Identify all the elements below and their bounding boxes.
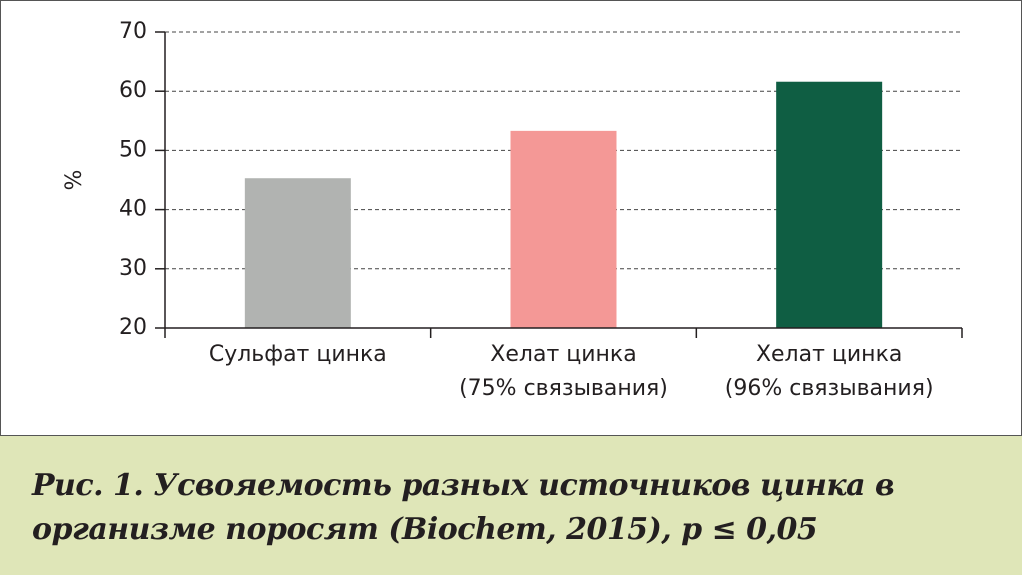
y-tick-label: 40 <box>119 197 147 222</box>
bar <box>776 81 883 328</box>
y-tick-label: 50 <box>119 137 147 162</box>
x-tick-label: Сульфат цинка <box>208 342 387 367</box>
caption: Рис. 1. Усвояемость разных источников ци… <box>0 436 1022 575</box>
bar <box>244 178 351 328</box>
y-tick-label: 20 <box>119 315 147 340</box>
y-axis-label: % <box>62 170 87 191</box>
x-tick-label: Хелат цинка (75% связывания) <box>459 342 668 401</box>
x-tick-label: Хелат цинка (96% связывания) <box>724 342 934 401</box>
chart: % 20 30 40 50 60 70 <box>62 19 963 340</box>
y-tick-label: 70 <box>119 19 147 44</box>
bar <box>510 130 617 328</box>
chart-frame <box>0 0 1022 436</box>
y-tick-label: 60 <box>119 78 147 103</box>
y-tick-label: 30 <box>119 256 147 281</box>
